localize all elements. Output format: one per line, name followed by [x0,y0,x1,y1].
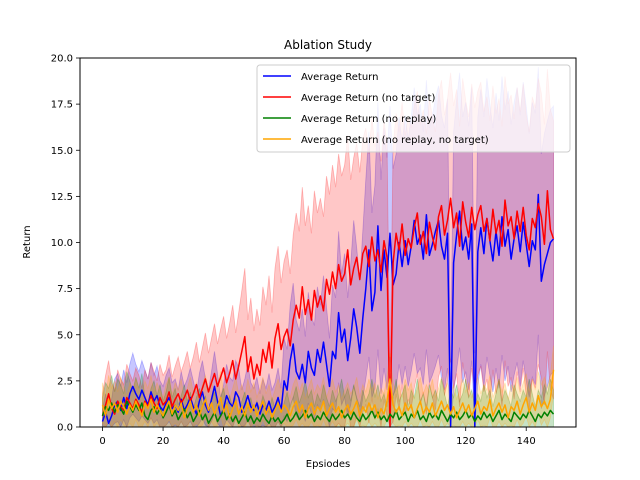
x-tick-label: 100 [396,436,415,447]
y-tick-label: 5.0 [57,330,73,341]
x-tick-label: 60 [278,436,291,447]
x-tick-label: 80 [338,436,351,447]
y-tick-label: 10.0 [51,238,73,249]
series-line-3 [101,369,555,419]
legend-label-2: Average Return (no replay) [301,114,436,125]
legend-label-1: Average Return (no target) [301,93,436,104]
y-tick-label: 20.0 [51,54,73,65]
y-tick-label: 7.5 [57,284,73,295]
series-line-2 [101,400,555,425]
x-tick-label: 140 [517,436,536,447]
series-line-1 [101,190,555,428]
legend-box [256,64,571,153]
y-tick-label: 2.5 [57,376,73,387]
chart-title: Ablation Study [284,38,372,52]
y-tick-label: 17.5 [51,100,73,111]
series-line-0 [101,193,555,428]
y-tick-label: 15.0 [51,146,73,157]
x-tick-label: 20 [157,436,170,447]
x-axis-label: Epsiodes [306,459,350,470]
legend: Average Return Average Return (no target)… [256,64,571,153]
x-tick-label: 120 [456,436,475,447]
y-tick-label: 0.0 [57,423,73,434]
legend-label-0: Average Return [301,72,378,83]
x-tick-label: 0 [99,436,105,447]
legend-label-3: Average Return (no replay, no target) [301,135,489,146]
y-axis-label: Return [22,225,33,258]
x-tick-label: 40 [217,436,230,447]
y-tick-label: 12.5 [51,192,73,203]
